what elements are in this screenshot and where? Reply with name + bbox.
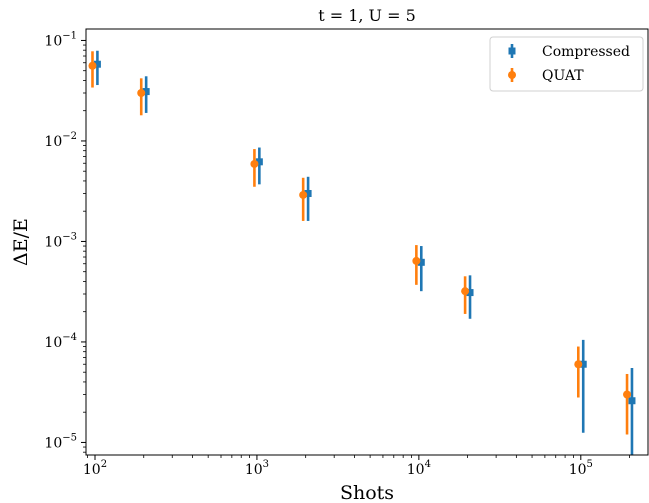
data-point-circle (250, 159, 259, 168)
data-point-square (255, 158, 263, 166)
x-axis-title: Shots (340, 482, 394, 503)
data-point-circle (137, 88, 146, 97)
x-tick-label: 102 (83, 459, 107, 478)
tick-layer: 102 103 104 105 10−1 10−2 10−3 10−4 10−5 (44, 30, 630, 478)
legend-marker-circle (508, 71, 516, 79)
plot-frame (85, 28, 649, 456)
y-tick-label: 10−4 (44, 332, 77, 351)
series-compressed (93, 50, 636, 455)
data-point-square (304, 189, 312, 197)
legend-box (489, 36, 644, 92)
data-point-square (417, 258, 425, 266)
y-tick-label: 10−2 (44, 131, 77, 150)
data-point-circle (623, 390, 632, 399)
y-tick-label: 10−5 (44, 432, 77, 451)
data-point-circle (461, 287, 470, 296)
data-point-circle (574, 360, 583, 369)
series-quat (88, 51, 632, 435)
data-point-square (142, 88, 150, 96)
data-point-circle (412, 256, 421, 265)
data-point-square (93, 60, 101, 68)
data-layer (88, 50, 636, 455)
y-axis-title: ΔE/E (10, 218, 32, 266)
x-tick-label: 105 (569, 459, 593, 478)
data-point-square (628, 397, 636, 405)
x-tick-label: 103 (245, 459, 269, 478)
y-tick-label: 10−1 (44, 30, 77, 49)
legend: Compressed QUAT (489, 36, 644, 92)
data-point-square (579, 360, 587, 368)
x-tick-label: 104 (407, 459, 431, 478)
data-point-square (466, 289, 474, 297)
chart-title: t = 1, U = 5 (318, 6, 416, 25)
legend-marker-square (508, 47, 516, 55)
legend-label: Compressed (542, 44, 630, 60)
y-tick-label: 10−3 (44, 231, 77, 250)
data-point-circle (299, 190, 308, 199)
data-point-circle (88, 61, 97, 70)
legend-label: QUAT (542, 68, 584, 84)
